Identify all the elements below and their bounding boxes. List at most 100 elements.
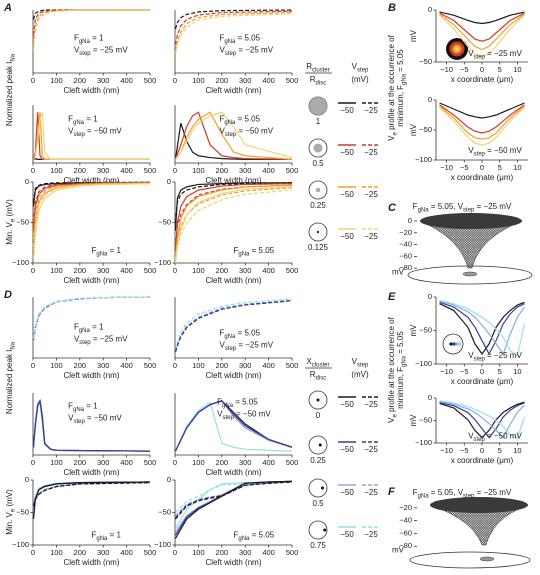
y-tick-label: −100: [415, 155, 432, 164]
text-part: = −25 mV: [474, 488, 512, 497]
data-line: [32, 9, 150, 52]
data-line: [174, 400, 293, 452]
text-part: step: [79, 50, 91, 56]
text-part: V: [387, 417, 396, 423]
data-line: [174, 111, 293, 160]
legend-header: Vstep: [352, 62, 369, 73]
data-line: [439, 13, 525, 51]
y-axis-label: Min. Ve (mV): [5, 489, 16, 535]
x-tick-label: 400: [120, 548, 133, 557]
z-tick-label: −20: [399, 503, 412, 512]
text-part: gNa: [79, 328, 91, 334]
text-part: gNa: [222, 402, 234, 408]
legend-header: Xcluster: [306, 357, 329, 368]
y-tick-label: −100: [12, 258, 29, 267]
x-tick-label: 200: [216, 458, 229, 467]
legend-cluster: [313, 143, 323, 153]
text-part: profile at the occurrence of: [387, 316, 396, 414]
text-part: cluster: [312, 362, 330, 368]
y-tick-label: 0: [167, 177, 171, 186]
annotation: FgNa = 1: [74, 33, 104, 44]
text-part: F: [74, 33, 79, 42]
legend-label: −25: [364, 445, 378, 454]
text-part: = 5.05: [249, 530, 274, 539]
legend-label: −50: [340, 488, 354, 497]
text-part: V: [217, 409, 223, 418]
annotation: FgNa = 5.05: [234, 530, 275, 541]
x-axis-label: Cleft width (nm): [63, 276, 119, 285]
y-tick-label: −50: [16, 507, 29, 516]
x-tick-label: 0: [173, 76, 177, 85]
x-tick-label: 400: [120, 458, 133, 467]
legend-label: −50: [340, 106, 354, 115]
x-axis-label: Cleft width (nm): [205, 558, 261, 567]
data-line: [439, 401, 525, 439]
y-axis-label: mV: [409, 414, 418, 427]
text-part: F: [219, 115, 224, 124]
text-part: R: [310, 370, 316, 379]
text-part: step: [225, 50, 237, 56]
data-line: [174, 189, 293, 260]
y-tick-label: −50: [419, 415, 432, 424]
x-tick-label: 10: [513, 65, 521, 74]
x-axis-label: x coordinate (μm): [451, 377, 514, 386]
x-tick-label: −5: [460, 163, 469, 172]
annotation: Vstep = −50 mV: [68, 414, 122, 425]
x-tick-label: 300: [97, 266, 110, 275]
x-tick-label: 400: [120, 266, 133, 275]
x-tick-label: 200: [216, 166, 229, 175]
text-part: disc: [316, 80, 327, 86]
surface-title: FgNa = 5.05, Vstep = −25 mV: [413, 202, 512, 213]
x-tick-label: 500: [286, 361, 299, 370]
y-tick-label: −50: [419, 57, 432, 66]
annotation: Vstep = −25 mV: [219, 341, 273, 352]
legend-cluster: [323, 528, 327, 532]
legend-cluster: [318, 443, 322, 447]
x-tick-label: 0: [31, 166, 35, 175]
text-part: e: [392, 131, 398, 135]
legend-header: (mV): [351, 75, 369, 84]
legend-label: −25: [364, 530, 378, 539]
text-part: = −25 mV: [236, 45, 274, 54]
text-part: V: [352, 357, 358, 366]
x-tick-label: 300: [239, 166, 252, 175]
legend-label: −25: [364, 400, 378, 409]
text-part: = 5.05, V: [429, 202, 464, 211]
z-tick-label: −40: [399, 240, 412, 249]
text-part: gNa: [96, 535, 108, 541]
text-part: gNa: [79, 38, 91, 44]
annotation: Vstep = −50 mV: [217, 409, 271, 420]
x-tick-label: 200: [216, 76, 229, 85]
x-tick-label: 200: [216, 548, 229, 557]
x-tick-label: 200: [74, 76, 87, 85]
y-axis-label: Normalized peak INa: [5, 53, 16, 126]
legend-header: (mV): [351, 370, 369, 379]
text-part: = 1: [84, 115, 98, 124]
legend-header: Rdisc: [310, 75, 326, 86]
y-axis-label: mV: [409, 123, 418, 136]
text-part: step: [73, 132, 85, 138]
annotation: Vstep = −50 mV: [468, 146, 522, 157]
x-axis-label: Cleft width (nm): [63, 558, 119, 567]
text-part: V: [68, 414, 74, 423]
text-part: = 1: [107, 246, 121, 255]
x-tick-label: 500: [286, 76, 299, 85]
annotation: Vstep = −25 mV: [468, 49, 522, 60]
data-line: [174, 182, 293, 223]
data-line: [32, 9, 150, 45]
x-tick-label: 400: [262, 76, 275, 85]
x-tick-label: 0: [31, 361, 35, 370]
data-line: [174, 401, 293, 452]
x-tick-label: 500: [286, 458, 299, 467]
x-tick-label: 500: [144, 458, 157, 467]
text-part: V: [74, 335, 80, 344]
annotation: FgNa = 1: [92, 246, 122, 257]
data-line: [439, 400, 526, 440]
x-tick-label: 100: [192, 76, 205, 85]
x-tick-label: 500: [286, 166, 299, 175]
x-tick-label: 400: [262, 166, 275, 175]
x-tick-label: 200: [74, 361, 87, 370]
x-tick-label: 400: [262, 458, 275, 467]
x-tick-label: −5: [460, 65, 469, 74]
x-tick-label: 0: [480, 65, 484, 74]
